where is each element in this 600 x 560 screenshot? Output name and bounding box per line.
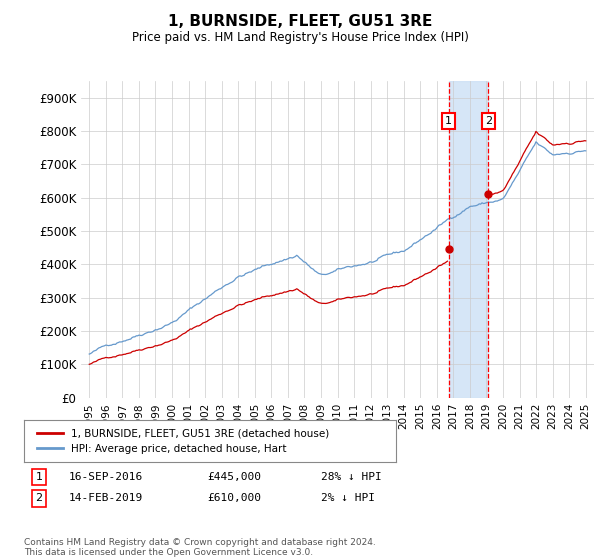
Legend: 1, BURNSIDE, FLEET, GU51 3RE (detached house), HPI: Average price, detached hous: 1, BURNSIDE, FLEET, GU51 3RE (detached h… — [33, 424, 334, 458]
Text: £610,000: £610,000 — [207, 493, 261, 503]
Text: 2: 2 — [485, 116, 492, 126]
Text: £445,000: £445,000 — [207, 472, 261, 482]
Text: 2: 2 — [35, 493, 43, 503]
Text: 1: 1 — [445, 116, 452, 126]
Text: 2% ↓ HPI: 2% ↓ HPI — [321, 493, 375, 503]
Bar — [449, 81, 488, 398]
Text: 1: 1 — [35, 472, 43, 482]
Text: 28% ↓ HPI: 28% ↓ HPI — [321, 472, 382, 482]
Text: 16-SEP-2016: 16-SEP-2016 — [69, 472, 143, 482]
Text: Contains HM Land Registry data © Crown copyright and database right 2024.
This d: Contains HM Land Registry data © Crown c… — [24, 538, 376, 557]
Text: Price paid vs. HM Land Registry's House Price Index (HPI): Price paid vs. HM Land Registry's House … — [131, 31, 469, 44]
Text: 1, BURNSIDE, FLEET, GU51 3RE: 1, BURNSIDE, FLEET, GU51 3RE — [168, 14, 432, 29]
Text: 14-FEB-2019: 14-FEB-2019 — [69, 493, 143, 503]
